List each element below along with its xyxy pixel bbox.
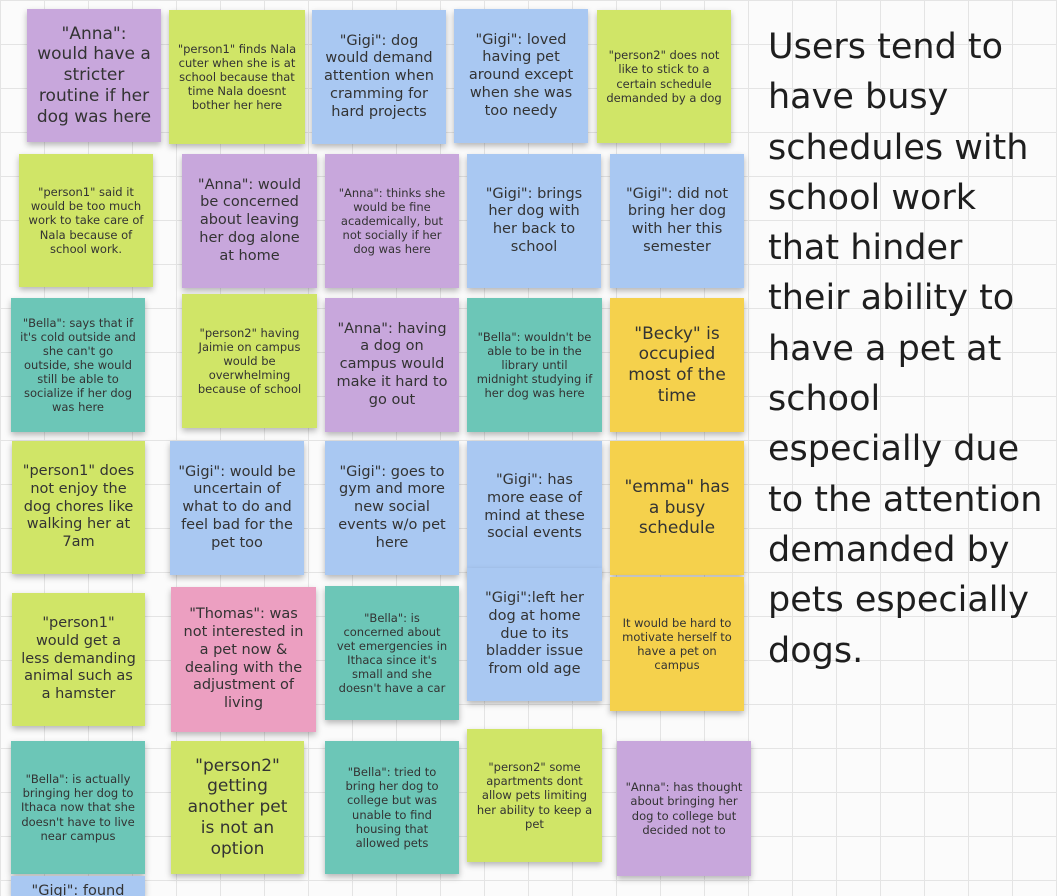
sticky-note[interactable]: "person1" said it would be too much work… bbox=[19, 154, 153, 287]
sticky-note-text: "Gigi": dog would demand attention when … bbox=[324, 32, 434, 120]
sticky-note[interactable]: "Bella": is actually bringing her dog to… bbox=[11, 741, 145, 874]
sticky-note-text: "Anna": has thought about bringing her d… bbox=[625, 780, 743, 837]
sticky-note[interactable]: "Gigi": has more ease of mind at these s… bbox=[467, 441, 602, 574]
sticky-note[interactable]: "person2" does not like to stick to a ce… bbox=[597, 10, 731, 143]
sticky-note-text: "Gigi": loved having pet around except w… bbox=[468, 31, 574, 119]
sticky-note[interactable]: "Gigi": brings her dog with her back to … bbox=[467, 154, 601, 288]
sticky-note[interactable]: "Bella": wouldn't be able to be in the l… bbox=[467, 298, 602, 432]
sticky-note-text: "person1" does not enjoy the dog chores … bbox=[22, 463, 135, 551]
sticky-note[interactable]: "Becky" is occupied most of the time bbox=[610, 298, 744, 432]
sticky-note[interactable]: "Anna": thinks she would be fine academi… bbox=[325, 154, 459, 288]
sticky-note[interactable]: "Gigi": did not bring her dog with her t… bbox=[610, 154, 744, 288]
sticky-note-text: "Anna": would have a stricter routine if… bbox=[36, 23, 152, 127]
sticky-note-text: "Gigi": has more ease of mind at these s… bbox=[484, 472, 585, 542]
sticky-note[interactable]: "person2" having Jaimie on campus would … bbox=[182, 294, 317, 428]
sticky-note[interactable]: "person1" would get a less demanding ani… bbox=[12, 593, 145, 726]
sticky-note-text: "emma" has a busy schedule bbox=[624, 476, 730, 539]
sticky-note-text: "person1" would get a less demanding ani… bbox=[21, 615, 136, 703]
sticky-note[interactable]: "Gigi": dog would demand attention when … bbox=[312, 10, 446, 144]
sticky-note-text: "Bella": is concerned about vet emergenc… bbox=[336, 610, 448, 696]
sticky-note[interactable]: "person2" getting another pet is not an … bbox=[171, 741, 304, 874]
sticky-note-text: "person2" getting another pet is not an … bbox=[187, 755, 288, 859]
sticky-note-text: "person2" having Jaimie on campus would … bbox=[197, 325, 302, 397]
sticky-note-text: It would be hard to motivate herself to … bbox=[622, 615, 732, 673]
sticky-note-text: "person1" finds Nala cuter when she is a… bbox=[177, 41, 297, 113]
sticky-note[interactable]: "Bella": tried to bring her dog to colle… bbox=[325, 741, 459, 874]
sticky-note-text: "Anna": having a dog on campus would mak… bbox=[336, 320, 448, 408]
sticky-note-text: "Gigi": goes to gym and more new social … bbox=[338, 463, 446, 551]
sticky-note-text: "Gigi": brings her dog with her back to … bbox=[485, 185, 583, 255]
sticky-note-text: "Becky" is occupied most of the time bbox=[628, 323, 726, 406]
sticky-note[interactable]: "person1" finds Nala cuter when she is a… bbox=[169, 10, 305, 144]
sticky-note-text: "Bella": wouldn't be able to be in the l… bbox=[476, 329, 593, 401]
sticky-note[interactable]: "Bella": is concerned about vet emergenc… bbox=[325, 586, 459, 720]
sticky-note[interactable]: "person2" some apartments dont allow pet… bbox=[467, 729, 602, 862]
sticky-note[interactable]: "Anna": would be concerned about leaving… bbox=[182, 154, 317, 288]
sticky-note[interactable]: "Thomas": was not interested in a pet no… bbox=[171, 587, 316, 732]
sticky-note[interactable]: "Gigi": loved having pet around except w… bbox=[454, 9, 588, 143]
sticky-note[interactable]: "emma" has a busy schedule bbox=[610, 441, 744, 575]
sticky-note[interactable]: "Gigi": found bbox=[11, 876, 145, 896]
sticky-note[interactable]: "Anna": having a dog on campus would mak… bbox=[325, 298, 459, 432]
sticky-note-text: "person2" some apartments dont allow pet… bbox=[476, 760, 593, 831]
sticky-note[interactable]: It would be hard to motivate herself to … bbox=[610, 577, 744, 711]
sticky-note[interactable]: "Gigi":left her dog at home due to its b… bbox=[467, 568, 602, 701]
sticky-note-text: "Thomas": was not interested in a pet no… bbox=[183, 606, 304, 711]
sticky-note-text: "Gigi": would be uncertain of what to do… bbox=[178, 463, 296, 551]
sticky-note-text: "Gigi": did not bring her dog with her t… bbox=[625, 185, 729, 255]
sticky-note-text: "Gigi": found bbox=[31, 883, 125, 896]
sticky-note[interactable]: "Anna": would have a stricter routine if… bbox=[27, 9, 161, 142]
sticky-note-text: "person2" does not like to stick to a ce… bbox=[606, 48, 722, 105]
sticky-note-text: "Bella": says that if it's cold outside … bbox=[20, 315, 136, 415]
sticky-note-text: "person1" said it would be too much work… bbox=[28, 185, 144, 256]
insight-text[interactable]: Users tend to have busy schedules with s… bbox=[768, 27, 1043, 671]
sticky-note-text: "Anna": would be concerned about leaving… bbox=[197, 176, 302, 264]
sticky-note[interactable]: "Bella": says that if it's cold outside … bbox=[11, 298, 145, 432]
sticky-note[interactable]: "Gigi": goes to gym and more new social … bbox=[325, 441, 459, 575]
sticky-note-text: "Bella": is actually bringing her dog to… bbox=[20, 772, 135, 843]
sticky-note[interactable]: "Anna": has thought about bringing her d… bbox=[617, 741, 751, 876]
sticky-note-text: "Gigi":left her dog at home due to its b… bbox=[485, 590, 584, 678]
sticky-note[interactable]: "Gigi": would be uncertain of what to do… bbox=[170, 441, 304, 575]
sticky-note-text: "Bella": tried to bring her dog to colle… bbox=[345, 765, 439, 850]
sticky-note-text: "Anna": thinks she would be fine academi… bbox=[338, 185, 446, 257]
sticky-note[interactable]: "person1" does not enjoy the dog chores … bbox=[12, 441, 145, 574]
